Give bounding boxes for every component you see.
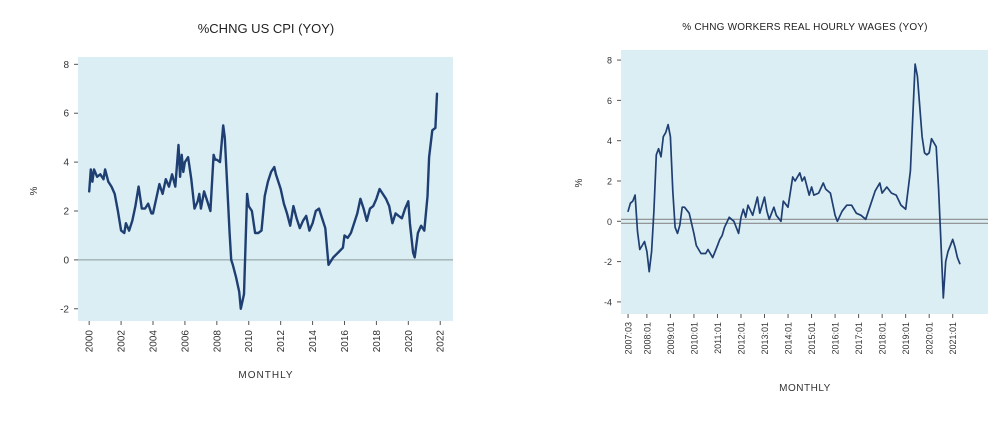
x-tick-label: 2010	[244, 330, 255, 353]
x-tick-label: 2000	[85, 330, 96, 353]
x-tick-label: 2008	[212, 330, 223, 353]
x-tick-label: 2018	[372, 330, 383, 353]
x-tick-label: 2017:01	[854, 322, 864, 355]
x-tick-label: 2008:01	[642, 322, 652, 355]
x-tick-label: 2019:01	[901, 322, 911, 355]
x-tick-label: 2022	[436, 330, 447, 353]
y-tick-label: 0	[607, 217, 612, 227]
x-tick-label: 2010:01	[689, 322, 699, 355]
y-tick-label: -2	[604, 257, 612, 267]
x-tick-label: 2018:01	[878, 322, 888, 355]
wages-x-axis-label: MONTHLY	[779, 383, 831, 394]
x-tick-label: 2016	[340, 330, 351, 353]
cpi-x-axis-label: MONTHLY	[238, 370, 293, 381]
cpi-chart: %CHNG US CPI (YOY) 8 6 4 2 0 -2 2000 2002 2004 2…	[29, 21, 453, 381]
x-tick-label: 2014	[308, 330, 319, 353]
y-tick-label: 0	[63, 255, 69, 266]
x-tick-label: 2011:01	[713, 322, 723, 354]
y-tick-label: 4	[607, 136, 612, 146]
wages-plot-area	[621, 50, 988, 314]
y-tick-label: 6	[607, 96, 612, 106]
x-tick-label: 2006	[180, 330, 191, 353]
wages-chart: % CHNG WORKERS REAL HOURLY WAGES (YOY) 8…	[574, 22, 988, 394]
wages-y-axis-label: %	[574, 178, 585, 187]
x-tick-label: 2012	[276, 330, 287, 353]
y-tick-label: -4	[604, 297, 612, 307]
x-tick-label: 2009:01	[666, 322, 676, 355]
x-tick-label: 2020	[404, 330, 415, 353]
y-tick-label: -2	[60, 304, 69, 315]
y-tick-label: 8	[607, 56, 612, 66]
x-tick-label: 2004	[149, 330, 160, 353]
x-tick-label: 2012:01	[736, 322, 746, 355]
x-tick-label: 2015:01	[807, 322, 817, 355]
y-tick-label: 2	[607, 176, 612, 186]
cpi-chart-title: %CHNG US CPI (YOY)	[198, 21, 335, 36]
x-tick-label: 2002	[117, 330, 128, 353]
y-tick-label: 6	[63, 109, 69, 120]
x-tick-label: 2014:01	[784, 322, 794, 355]
x-tick-label: 2007:03	[624, 322, 634, 355]
wages-chart-title: % CHNG WORKERS REAL HOURLY WAGES (YOY)	[682, 22, 927, 33]
x-tick-label: 2021:01	[948, 322, 958, 355]
y-tick-label: 2	[63, 207, 69, 218]
y-tick-label: 4	[63, 158, 69, 169]
x-tick-label: 2020:01	[925, 322, 935, 355]
x-tick-label: 2013:01	[760, 322, 770, 355]
wages-series-line	[627, 63, 961, 299]
x-tick-label: 2016:01	[831, 322, 841, 355]
y-tick-label: 8	[63, 60, 69, 71]
cpi-series-line	[88, 92, 439, 310]
cpi-y-axis-label: %	[29, 186, 40, 195]
